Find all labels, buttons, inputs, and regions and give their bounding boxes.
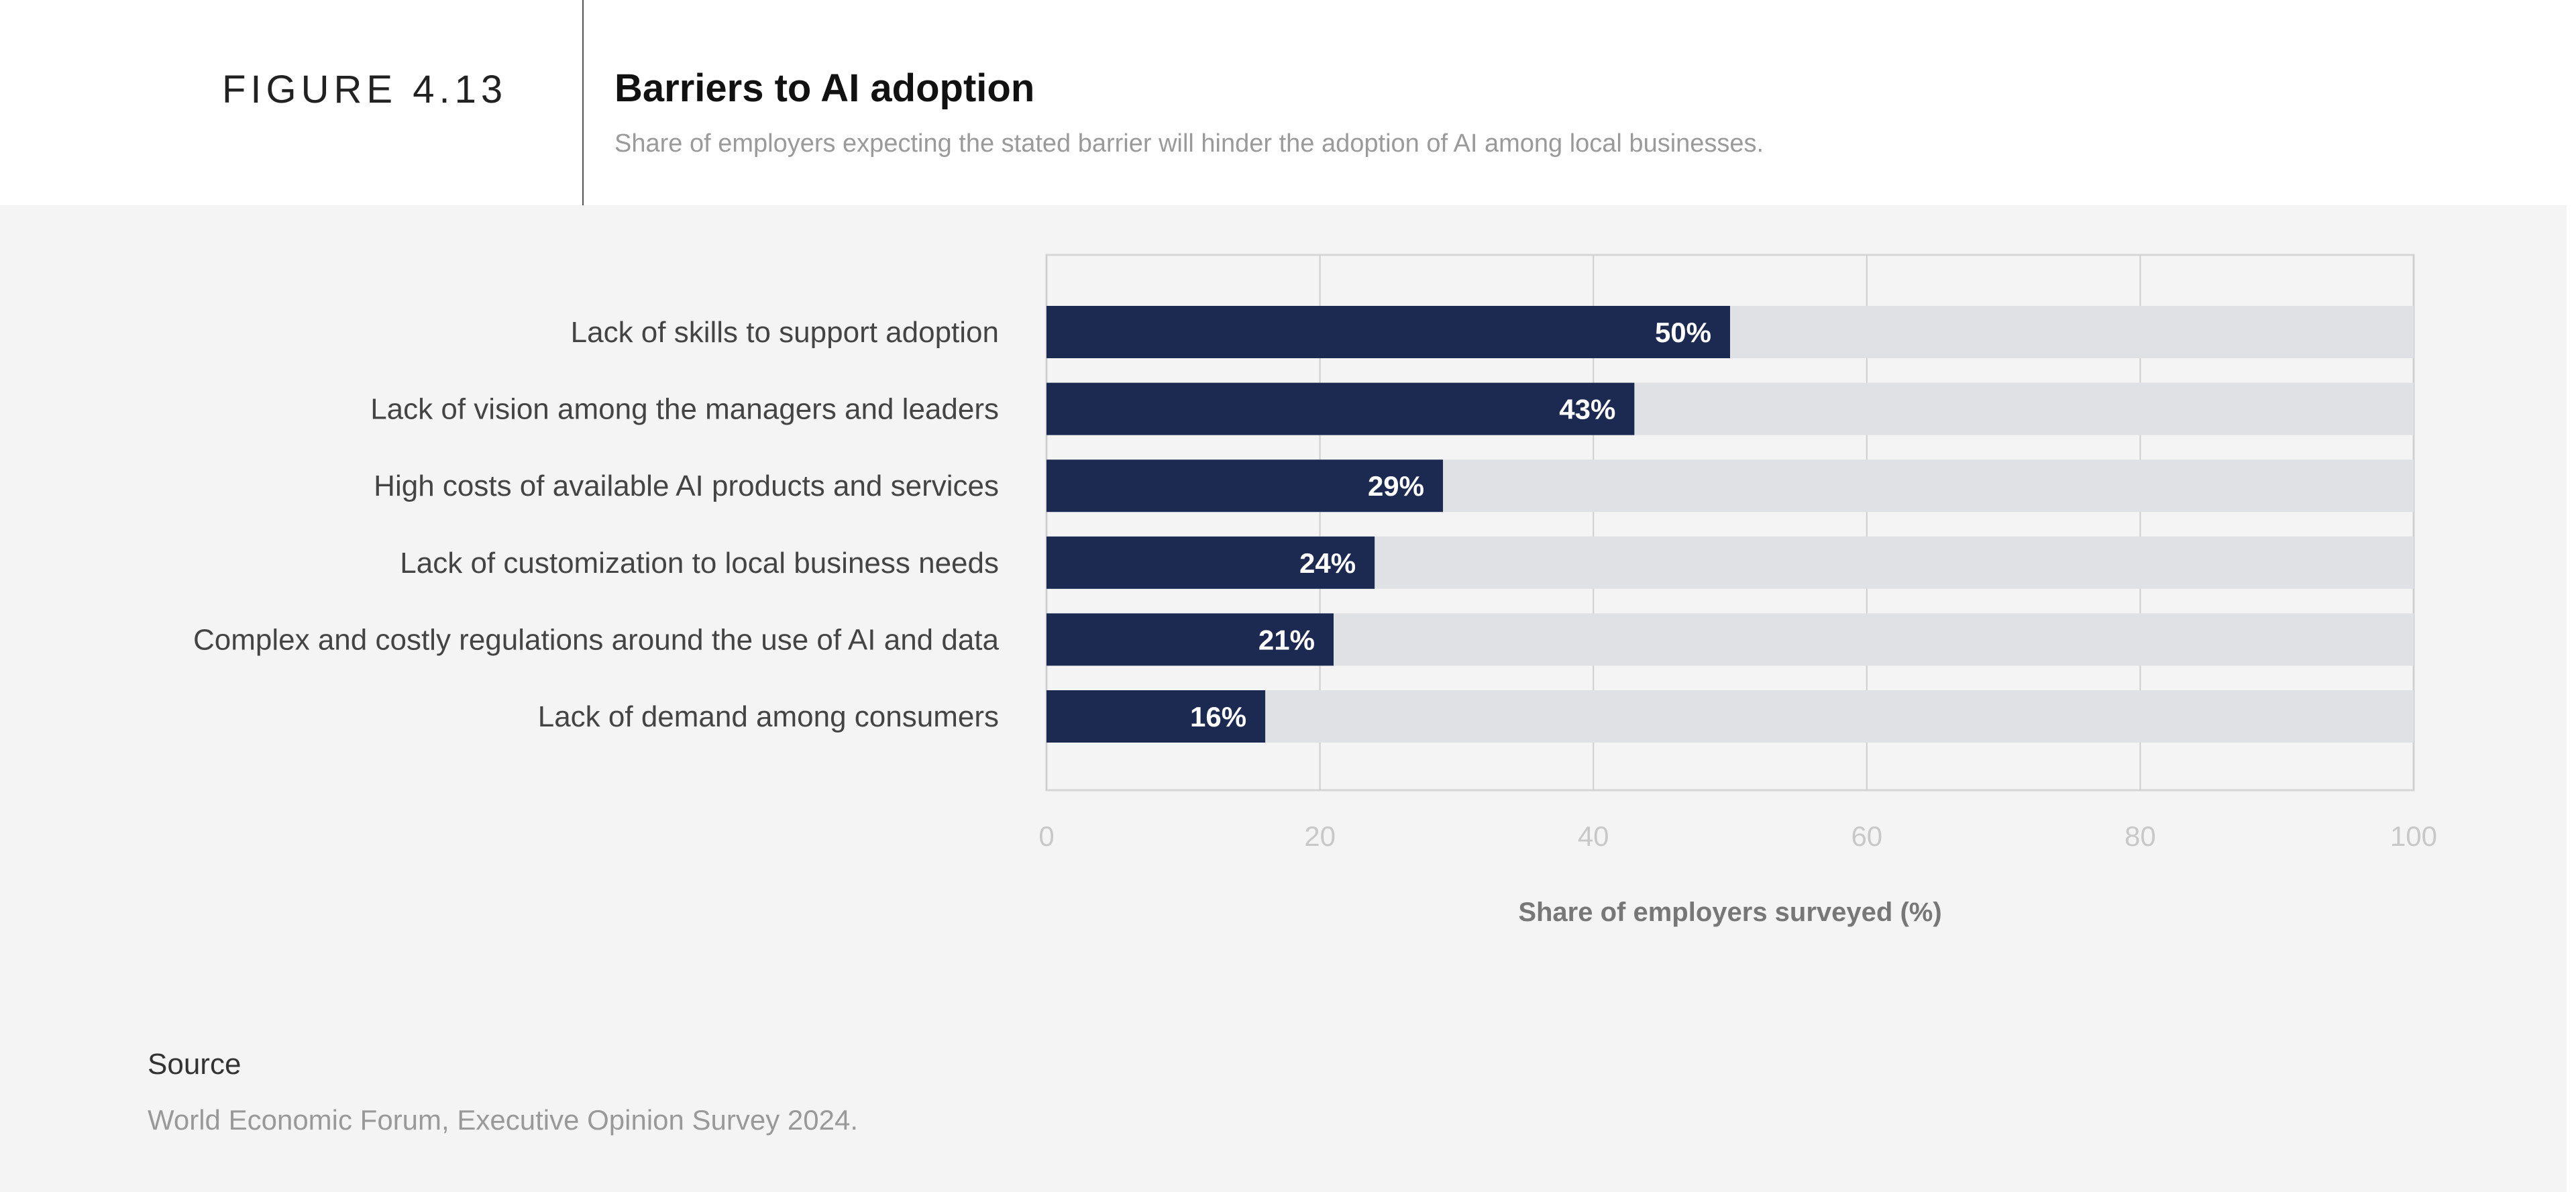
- source-text: World Economic Forum, Executive Opinion …: [148, 1104, 859, 1136]
- data-label: 21%: [1258, 624, 1315, 655]
- bar: [1046, 306, 1730, 358]
- x-tick-label: 100: [2390, 820, 2437, 852]
- data-label: 50%: [1655, 317, 1711, 348]
- figure-number: FIGURE 4.13: [222, 68, 508, 111]
- bar: [1046, 690, 1266, 743]
- x-tick-label: 20: [1304, 820, 1336, 852]
- data-label: 24%: [1299, 547, 1356, 579]
- data-label: 29%: [1368, 470, 1424, 502]
- bar-track: [1046, 690, 2414, 743]
- x-tick-label: 0: [1038, 820, 1054, 852]
- category-label: Complex and costly regulations around th…: [193, 623, 1000, 656]
- x-axis-title: Share of employers surveyed (%): [1518, 898, 1941, 927]
- bar: [1046, 613, 1334, 666]
- data-label: 43%: [1559, 394, 1615, 425]
- figure-header: FIGURE 4.13 Barriers to AI adoption Shar…: [0, 0, 2567, 205]
- category-label: Lack of customization to local business …: [400, 547, 999, 580]
- x-tick-label: 40: [1578, 820, 1609, 852]
- bar: [1046, 459, 1444, 512]
- x-tick-label: 60: [1851, 820, 1882, 852]
- category-label: High costs of available AI products and …: [374, 470, 999, 502]
- data-label: 16%: [1190, 701, 1246, 733]
- bar: [1046, 382, 1635, 435]
- bar: [1046, 536, 1375, 589]
- chart-subtitle: Share of employers expecting the stated …: [614, 129, 1764, 158]
- category-label: Lack of demand among consumers: [538, 700, 999, 733]
- category-label: Lack of vision among the managers and le…: [370, 393, 999, 426]
- source-label: Source: [148, 1048, 241, 1081]
- header-divider: [582, 0, 584, 205]
- chart-title: Barriers to AI adoption: [614, 66, 1035, 110]
- x-tick-label: 80: [2125, 820, 2156, 852]
- category-label: Lack of skills to support adoption: [571, 316, 999, 349]
